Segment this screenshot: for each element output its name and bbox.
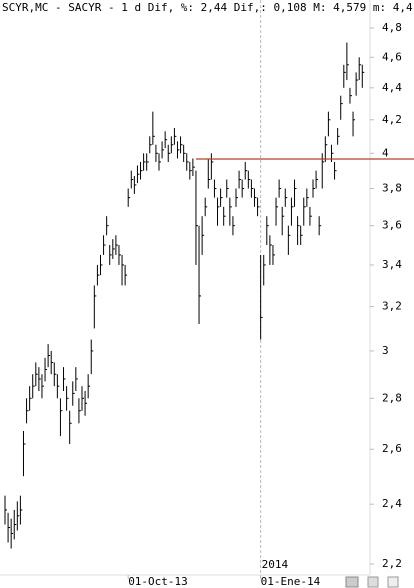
y-tick-label: 4,8 bbox=[382, 21, 402, 34]
x-tick-label: 01-Oct-13 bbox=[128, 575, 188, 588]
tool-icon[interactable] bbox=[367, 576, 379, 588]
y-tick-label: 3,4 bbox=[382, 258, 402, 271]
y-tick-label: 2,6 bbox=[382, 442, 402, 455]
y-tick-label: 3,8 bbox=[382, 182, 402, 195]
y-tick-label: 3,6 bbox=[382, 219, 402, 232]
y-tick-label: 4,4 bbox=[382, 81, 402, 94]
tool-icon[interactable] bbox=[387, 576, 399, 588]
y-tick-label: 2,8 bbox=[382, 391, 402, 404]
x-tick-label: 01-Ene-14 bbox=[261, 575, 321, 588]
y-tick-label: 4,2 bbox=[382, 113, 402, 126]
year-label: 2014 bbox=[262, 558, 289, 571]
chart-title: SCYR,MC - SACYR - 1 d Dif, %: 2,44 Dif,:… bbox=[2, 1, 413, 14]
y-tick-label: 2,2 bbox=[382, 557, 402, 570]
y-tick-label: 3,2 bbox=[382, 300, 402, 313]
toolbar bbox=[345, 576, 399, 588]
y-tick-label: 2,4 bbox=[382, 497, 402, 510]
y-tick-label: 4 bbox=[382, 146, 389, 159]
y-tick-label: 3 bbox=[382, 344, 389, 357]
y-tick-label: 4,6 bbox=[382, 50, 402, 63]
tool-icon[interactable] bbox=[345, 576, 359, 588]
